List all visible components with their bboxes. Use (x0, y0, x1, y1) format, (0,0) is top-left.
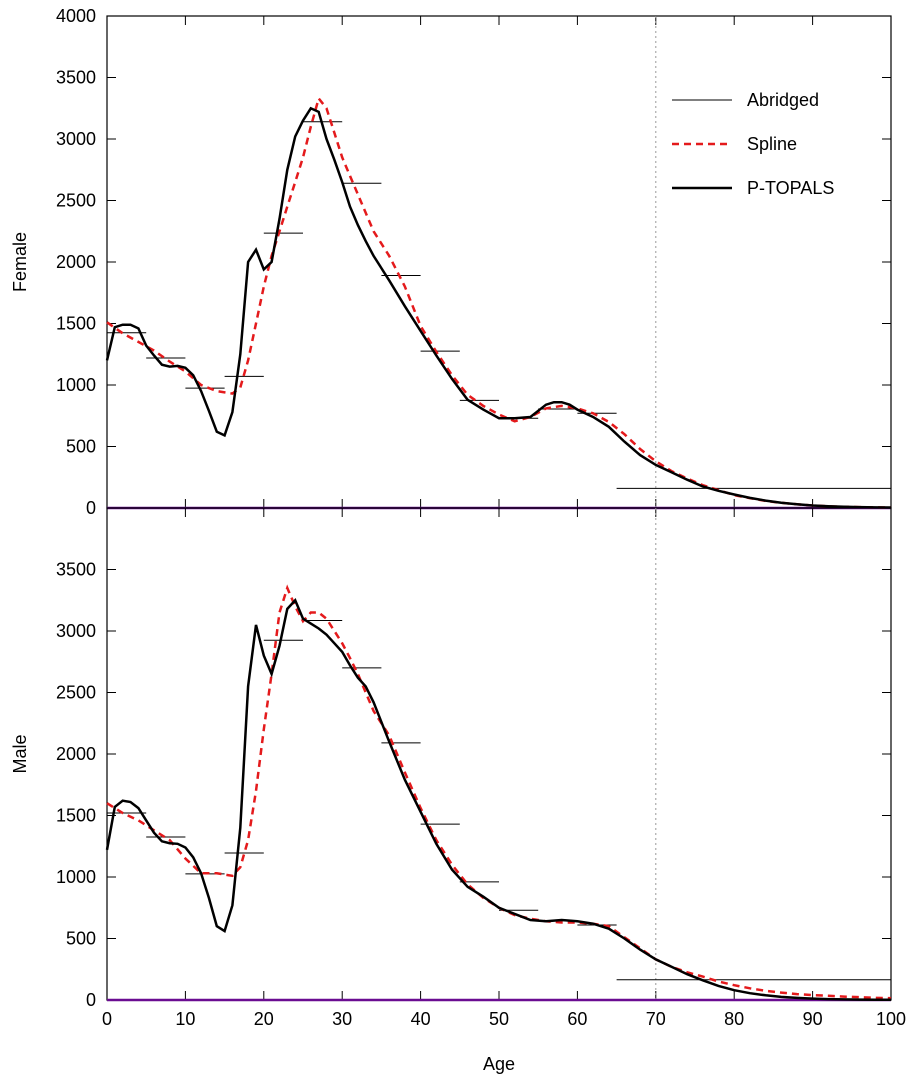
female-y-tick-label: 4000 (56, 6, 96, 26)
male-ptopals-series (105, 598, 891, 1002)
x-axis-label: Age (483, 1054, 515, 1074)
male-y-ticks: 0 500 1000 1500 2000 2500 3000 3500 (56, 560, 891, 1010)
male-y-tick-label: 0 (86, 990, 96, 1010)
legend-abridged-label: Abridged (747, 90, 819, 110)
female-plot-frame (106, 15, 892, 509)
x-tick-label: 100 (876, 1009, 906, 1029)
x-tick-label: 90 (803, 1009, 823, 1029)
x-tick-label: 30 (332, 1009, 352, 1029)
male-x-ticks: 0 10 20 30 40 50 60 70 80 90 100 (102, 508, 906, 1029)
male-y-tick-label: 3500 (56, 560, 96, 580)
female-y-ticks: 0 500 1000 1500 2000 2500 3000 3500 4000 (56, 6, 891, 518)
male-y-tick-label: 2000 (56, 744, 96, 764)
male-plot-frame (106, 507, 892, 1001)
x-tick-label: 10 (175, 1009, 195, 1029)
x-tick-label: 70 (646, 1009, 666, 1029)
female-y-tick-label: 2500 (56, 191, 96, 211)
female-y-axis-label: Female (10, 232, 30, 292)
male-y-tick-label: 2500 (56, 683, 96, 703)
x-tick-label: 50 (489, 1009, 509, 1029)
female-y-tick-label: 3500 (56, 68, 96, 88)
female-y-tick-label: 3000 (56, 129, 96, 149)
legend-spline-label: Spline (747, 134, 797, 154)
male-y-tick-label: 1000 (56, 867, 96, 887)
chart-legend: Abridged Spline P-TOPALS (672, 90, 834, 198)
male-abridged-series (107, 620, 891, 981)
female-y-tick-label: 1500 (56, 314, 96, 334)
x-tick-label: 40 (411, 1009, 431, 1029)
female-y-tick-label: 2000 (56, 252, 96, 272)
male-y-axis-label: Male (10, 734, 30, 773)
x-tick-label: 0 (102, 1009, 112, 1029)
x-tick-label: 80 (724, 1009, 744, 1029)
x-tick-label: 20 (254, 1009, 274, 1029)
x-tick-label: 60 (567, 1009, 587, 1029)
male-y-tick-label: 3000 (56, 621, 96, 641)
female-y-tick-label: 0 (86, 498, 96, 518)
female-y-tick-label: 500 (66, 437, 96, 457)
male-y-tick-label: 500 (66, 929, 96, 949)
male-panel: 0 500 1000 1500 2000 2500 3000 3500 0 10 20 30 40 50… (10, 507, 906, 1074)
male-spline-series (106, 584, 892, 1000)
female-ptopals-series (105, 106, 892, 509)
legend-ptopals-label: P-TOPALS (747, 178, 834, 198)
female-y-tick-label: 1000 (56, 375, 96, 395)
male-y-tick-label: 1500 (56, 806, 96, 826)
